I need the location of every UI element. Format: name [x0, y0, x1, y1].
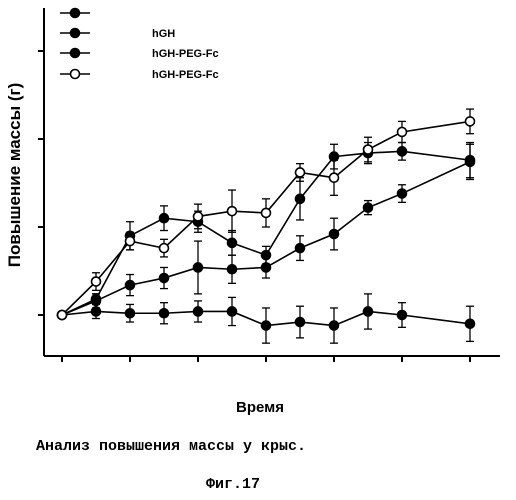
data-point	[160, 274, 169, 283]
data-point	[228, 265, 237, 274]
chart-legend: hGH hGH-PEG-Fc hGH-PEG-Fc	[60, 9, 219, 82]
legend-marker	[71, 9, 80, 18]
data-point	[228, 307, 237, 316]
legend-label: hGH	[152, 28, 175, 40]
legend-label: hGH-PEG-Fc	[152, 69, 219, 81]
data-point	[296, 318, 305, 327]
chart-series	[58, 109, 475, 343]
legend-marker	[71, 49, 80, 58]
data-point-open	[466, 117, 475, 126]
data-point-open	[228, 207, 237, 216]
series-2	[58, 144, 475, 319]
chart-axes	[38, 8, 500, 362]
data-point-open	[296, 168, 305, 177]
data-point	[466, 319, 475, 328]
data-point	[92, 295, 101, 304]
legend-item	[60, 9, 90, 18]
data-point-open	[364, 145, 373, 154]
data-point-open	[58, 311, 67, 320]
data-point-open	[330, 173, 339, 182]
data-point	[364, 203, 373, 212]
legend-label: hGH-PEG-Fc	[152, 48, 219, 60]
legend-item: hGH-PEG-Fc	[60, 69, 219, 81]
data-point	[228, 238, 237, 247]
figure-number: Фиг.17	[206, 476, 260, 493]
data-point	[194, 263, 203, 272]
data-point	[398, 147, 407, 156]
series-1	[58, 294, 475, 343]
data-point-open	[160, 244, 169, 253]
data-point	[126, 281, 135, 290]
data-point-open	[126, 237, 135, 246]
data-point	[398, 311, 407, 320]
data-point	[262, 251, 271, 260]
data-point	[364, 307, 373, 316]
data-point	[296, 244, 305, 253]
data-point	[296, 194, 305, 203]
data-point	[262, 321, 271, 330]
series-line	[62, 151, 470, 315]
series-4	[58, 109, 475, 319]
data-point	[330, 230, 339, 239]
data-point	[126, 309, 135, 318]
legend-item: hGH-PEG-Fc	[60, 48, 219, 60]
data-point	[330, 321, 339, 330]
legend-item: hGH	[60, 28, 175, 40]
data-point	[194, 307, 203, 316]
data-point-open	[92, 277, 101, 286]
legend-marker	[71, 29, 80, 38]
series-3	[58, 143, 475, 320]
data-point-open	[194, 212, 203, 221]
data-point	[466, 156, 475, 165]
figure-caption: Анализ повышения массы у крыс.	[36, 438, 306, 455]
legend-marker-open	[71, 70, 80, 79]
data-point-open	[262, 208, 271, 217]
data-point	[160, 214, 169, 223]
x-axis-label: Время	[236, 399, 284, 416]
data-point-open	[398, 127, 407, 136]
series-line	[62, 162, 470, 315]
data-point	[398, 189, 407, 198]
y-axis-label: Повышение массы (г)	[5, 83, 24, 267]
data-point	[160, 309, 169, 318]
